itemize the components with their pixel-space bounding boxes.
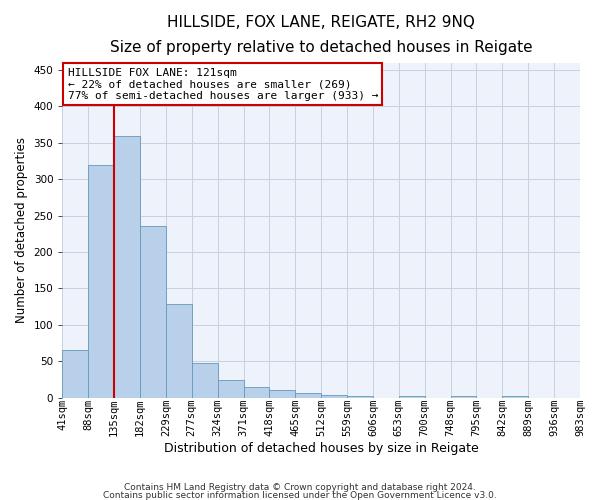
Text: Contains HM Land Registry data © Crown copyright and database right 2024.: Contains HM Land Registry data © Crown c…: [124, 484, 476, 492]
Bar: [88, 164, 114, 398]
Bar: [114, 136, 140, 398]
Bar: [295, 393, 321, 398]
Bar: [166, 304, 192, 398]
Title: HILLSIDE, FOX LANE, REIGATE, RH2 9NQ
Size of property relative to detached house: HILLSIDE, FOX LANE, REIGATE, RH2 9NQ Siz…: [110, 15, 532, 54]
Text: HILLSIDE FOX LANE: 121sqm
← 22% of detached houses are smaller (269)
77% of semi: HILLSIDE FOX LANE: 121sqm ← 22% of detac…: [68, 68, 378, 101]
Text: Contains public sector information licensed under the Open Government Licence v3: Contains public sector information licen…: [103, 490, 497, 500]
Bar: [347, 396, 373, 398]
Bar: [218, 380, 244, 398]
Bar: [399, 396, 425, 398]
X-axis label: Distribution of detached houses by size in Reigate: Distribution of detached houses by size …: [164, 442, 479, 455]
Bar: [244, 386, 269, 398]
Bar: [321, 396, 347, 398]
Bar: [451, 396, 476, 398]
Bar: [140, 226, 166, 398]
Bar: [62, 350, 88, 398]
Bar: [502, 396, 528, 398]
Bar: [192, 362, 218, 398]
Y-axis label: Number of detached properties: Number of detached properties: [15, 137, 28, 323]
Bar: [269, 390, 295, 398]
